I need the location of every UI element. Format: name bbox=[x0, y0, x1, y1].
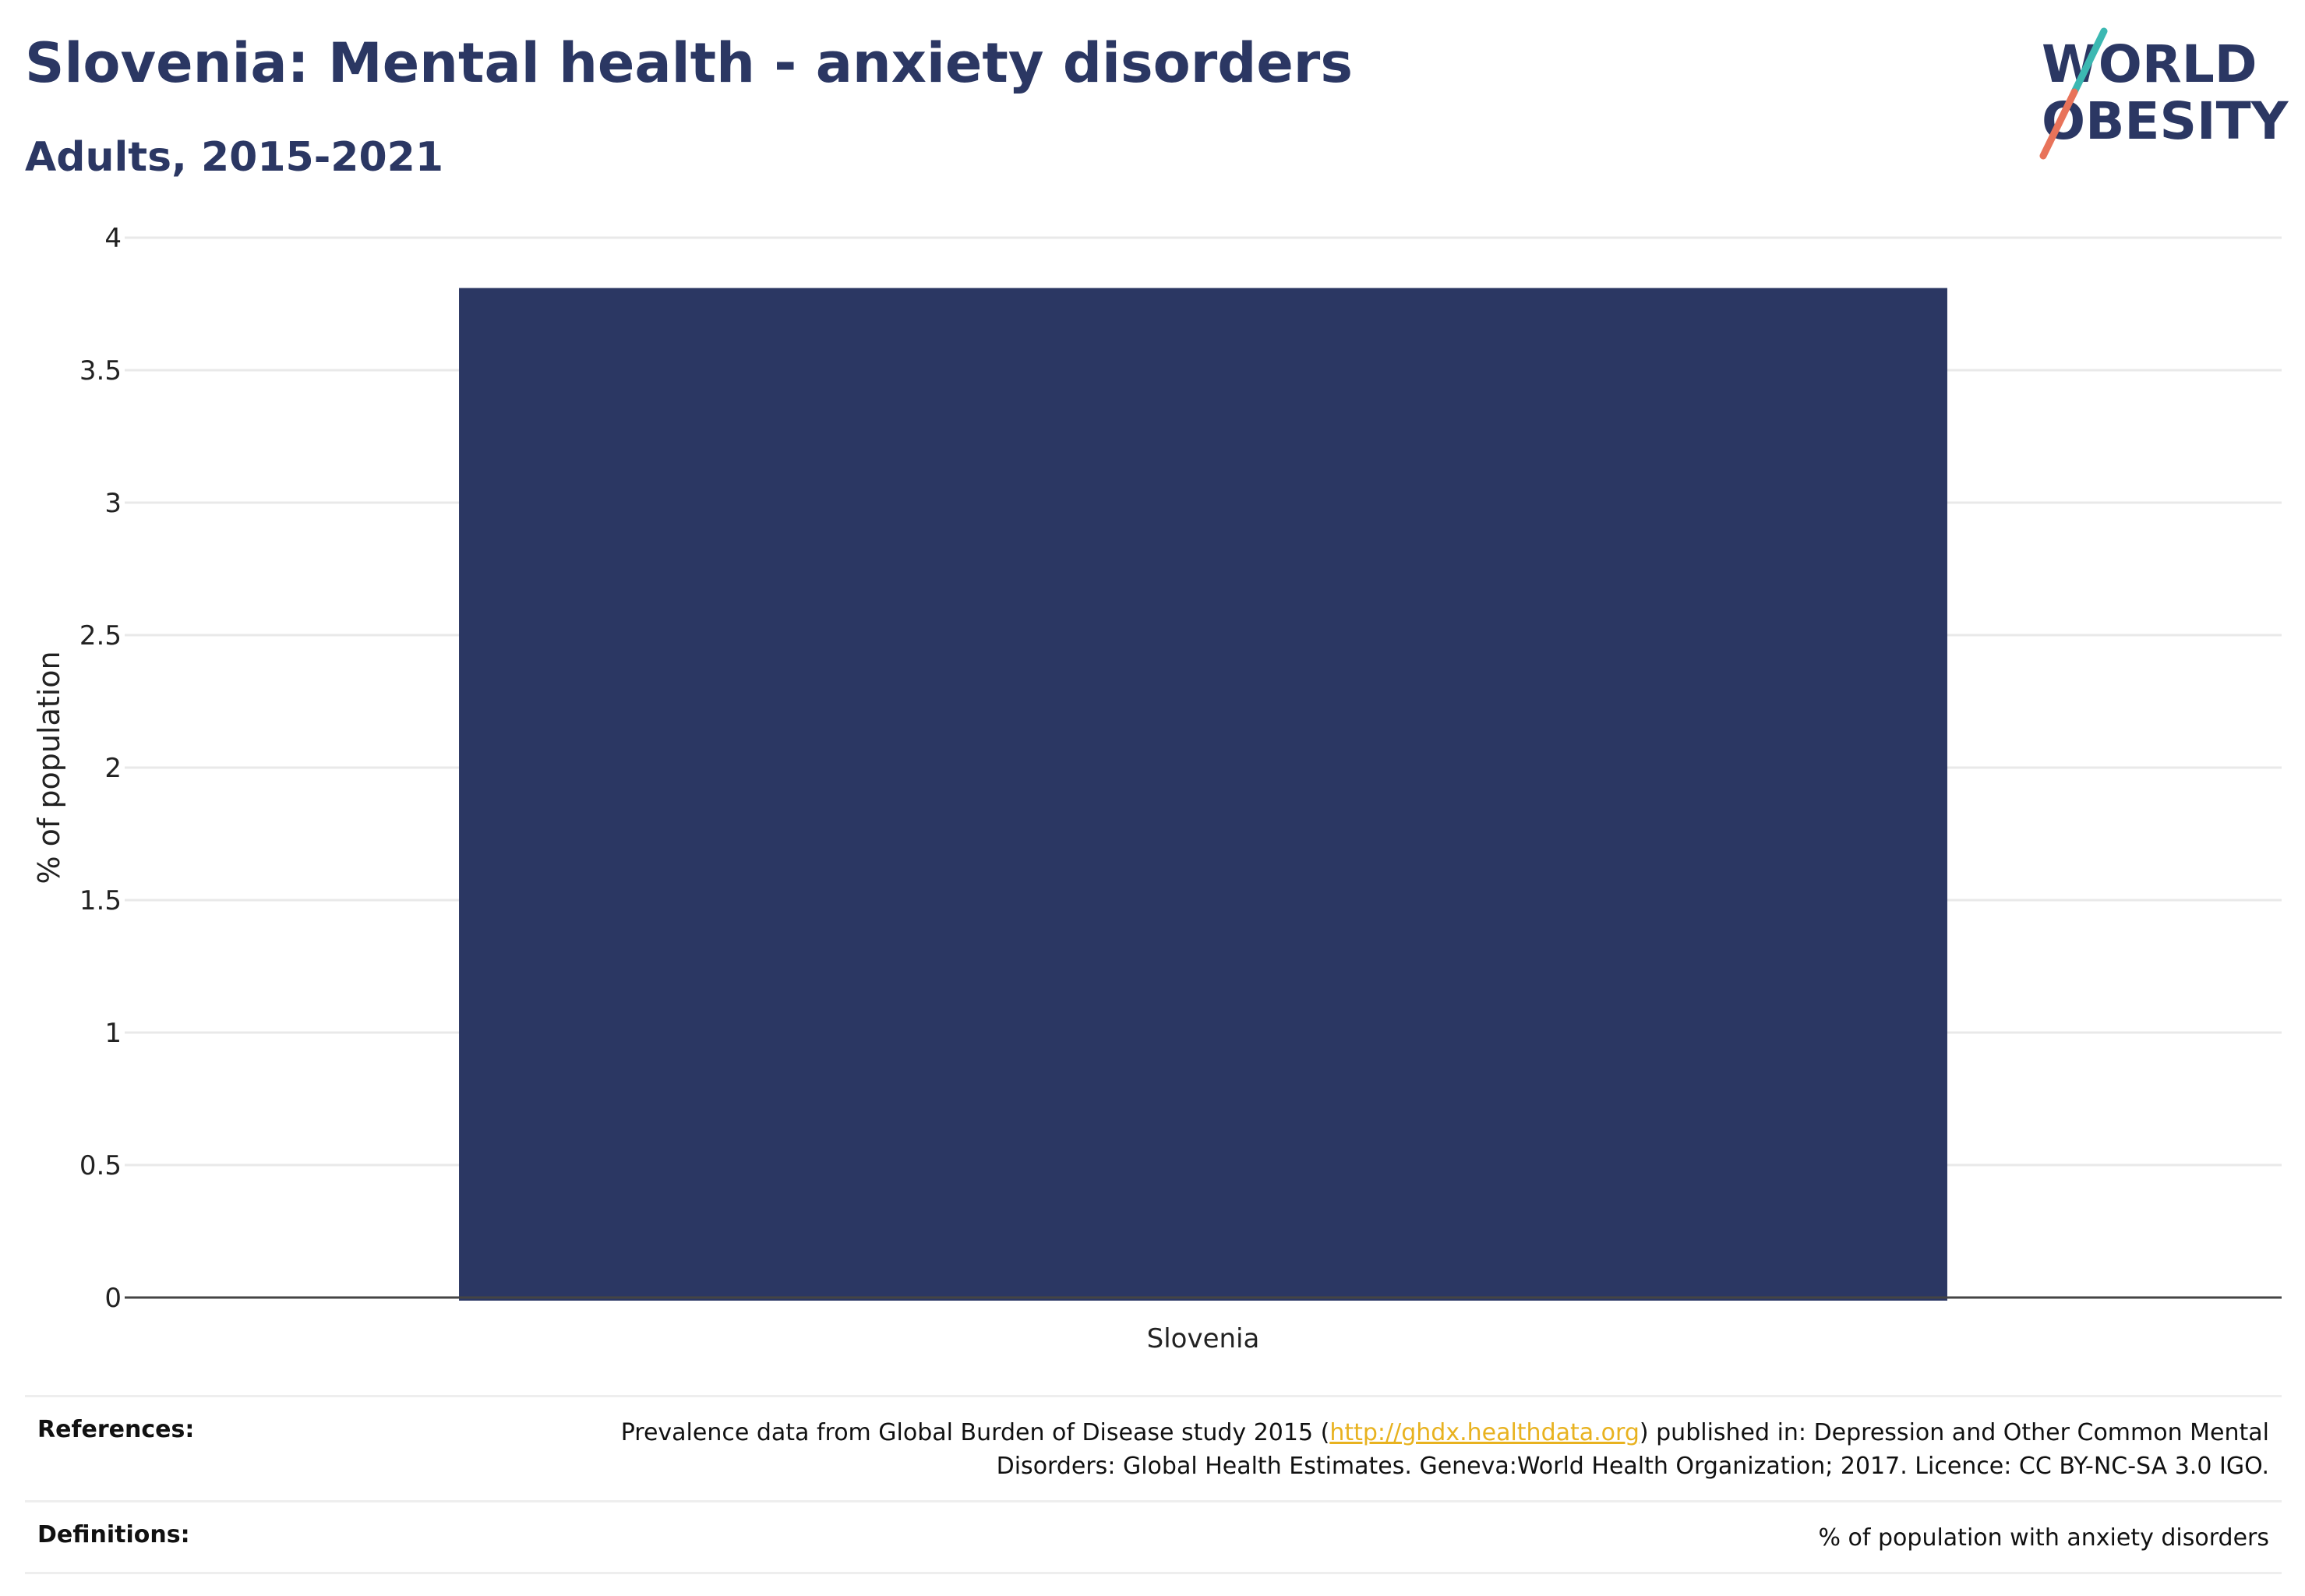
definitions-row: Definitions: % of population with anxiet… bbox=[25, 1500, 2282, 1574]
references-text-after: ) published in: Depression and Other Com… bbox=[996, 1419, 2269, 1480]
y-tick-label: 2.5 bbox=[79, 620, 122, 651]
x-tick-labels: Slovenia bbox=[1147, 1323, 1260, 1354]
bar-chart: 0 0.5 1 1.5 2 2.5 3 3.5 4 Slovenia % of populati… bbox=[32, 223, 2282, 1354]
chart-subtitle: Adults, 2015-2021 bbox=[25, 134, 444, 181]
y-tick-label: 2 bbox=[104, 753, 122, 784]
y-tick-labels: 0 0.5 1 1.5 2 2.5 3 3.5 4 bbox=[79, 223, 122, 1314]
y-tick-label: 3 bbox=[104, 488, 122, 519]
definitions-label: Definitions: bbox=[37, 1521, 190, 1548]
y-tick-label: 4 bbox=[104, 223, 122, 254]
definitions-text: % of population with anxiety disorders bbox=[1818, 1524, 2269, 1552]
svg-text:OBESITY: OBESITY bbox=[2042, 91, 2289, 151]
y-axis-title: % of population bbox=[32, 651, 66, 884]
world-obesity-logo: WORLD OBESITY bbox=[2039, 27, 2289, 160]
bars bbox=[459, 288, 1947, 1301]
y-tick-label: 1.5 bbox=[79, 885, 122, 916]
bar-slovenia bbox=[459, 288, 1947, 1301]
y-tick-label: 3.5 bbox=[79, 355, 122, 387]
references-text-before: Prevalence data from Global Burden of Di… bbox=[620, 1419, 1330, 1446]
references-label: References: bbox=[37, 1416, 195, 1443]
references-row: References: Prevalence data from Global … bbox=[25, 1395, 2282, 1500]
references-text: Prevalence data from Global Burden of Di… bbox=[594, 1416, 2269, 1483]
y-tick-label: 0 bbox=[104, 1283, 122, 1314]
y-tick-label: 0.5 bbox=[79, 1150, 122, 1181]
y-tick-label: 1 bbox=[104, 1018, 122, 1049]
references-link[interactable]: http://ghdx.healthdata.org bbox=[1329, 1419, 1640, 1446]
x-tick-label: Slovenia bbox=[1147, 1323, 1260, 1354]
chart-footer: References: Prevalence data from Global … bbox=[25, 1395, 2282, 1574]
chart-title: Slovenia: Mental health - anxiety disord… bbox=[25, 31, 1353, 95]
